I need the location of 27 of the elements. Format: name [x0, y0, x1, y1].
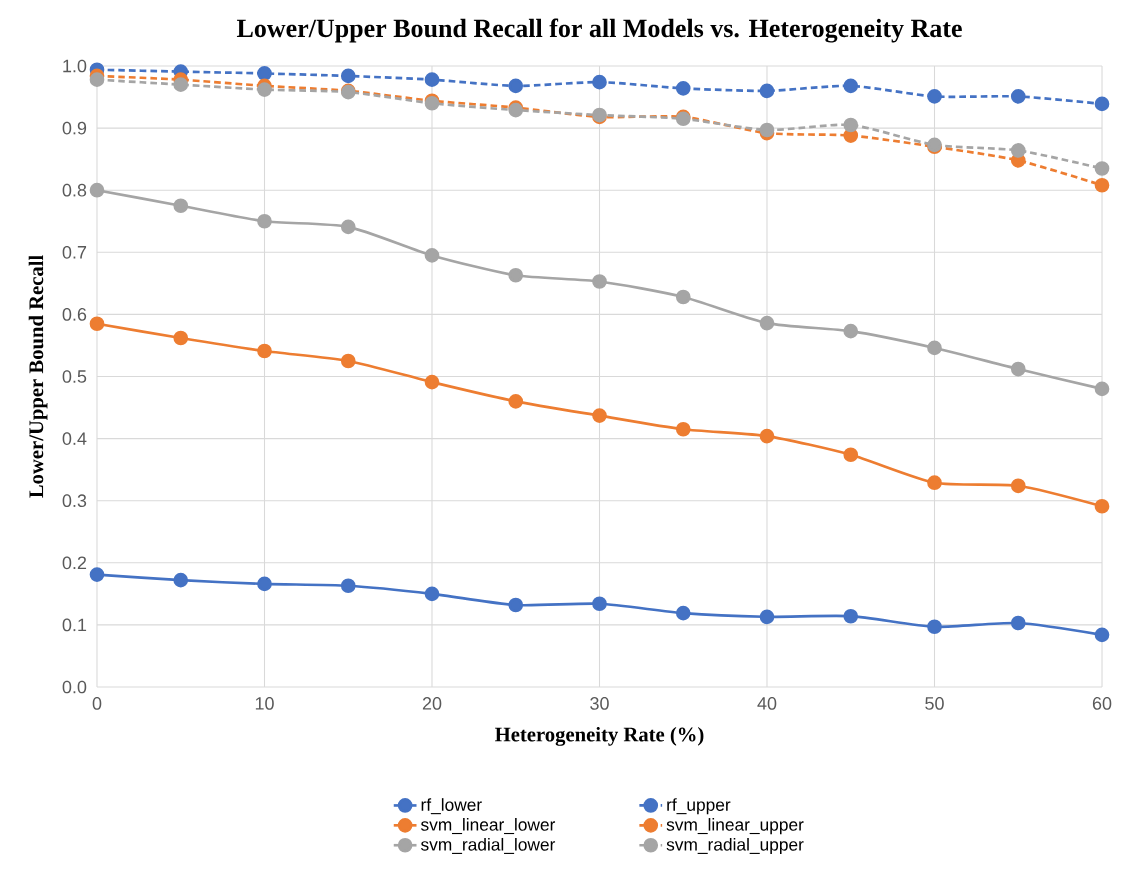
- x-axis-title: Heterogeneity Rate (%): [495, 726, 704, 746]
- y-tick-label: 0.2: [62, 556, 87, 570]
- x-tick-label: 50: [925, 697, 944, 710]
- y-tick-label: 0.7: [62, 245, 87, 259]
- legend-label: rf_lower: [421, 798, 482, 815]
- y-tick-label: 0.0: [62, 680, 87, 694]
- x-tick-label: 10: [255, 697, 274, 710]
- x-tick-label: 30: [590, 697, 609, 710]
- y-tick-label: 0.1: [62, 618, 87, 632]
- legend-label: svm_linear_upper: [666, 818, 804, 835]
- legend-label: svm_linear_lower: [420, 818, 556, 835]
- legend-label: svm_radial_upper: [666, 837, 804, 855]
- y-tick-label: 0.9: [62, 121, 87, 135]
- x-tick-label: 40: [757, 697, 777, 710]
- x-tick-label: 20: [422, 697, 442, 710]
- x-tick-label: 60: [1092, 697, 1112, 710]
- y-axis-title: Lower/Upper Bound Recall: [28, 255, 48, 498]
- y-tick-label: 0.8: [62, 183, 87, 197]
- y-tick-label: 1.0: [63, 59, 87, 73]
- y-tick-label: 0.5: [62, 370, 87, 383]
- legend-label: svm_radial_lower: [420, 837, 556, 854]
- y-tick-label: 0.6: [62, 308, 87, 321]
- x-tick-label: 0: [92, 697, 102, 710]
- legend-label: rf_upper: [667, 798, 731, 815]
- y-tick-label: 0.3: [62, 494, 87, 508]
- y-tick-label: 0.4: [62, 432, 87, 445]
- chart-title: Lower/Upper Bound Recall for all Models vs. Heterogeneity Rate: [236, 18, 962, 43]
